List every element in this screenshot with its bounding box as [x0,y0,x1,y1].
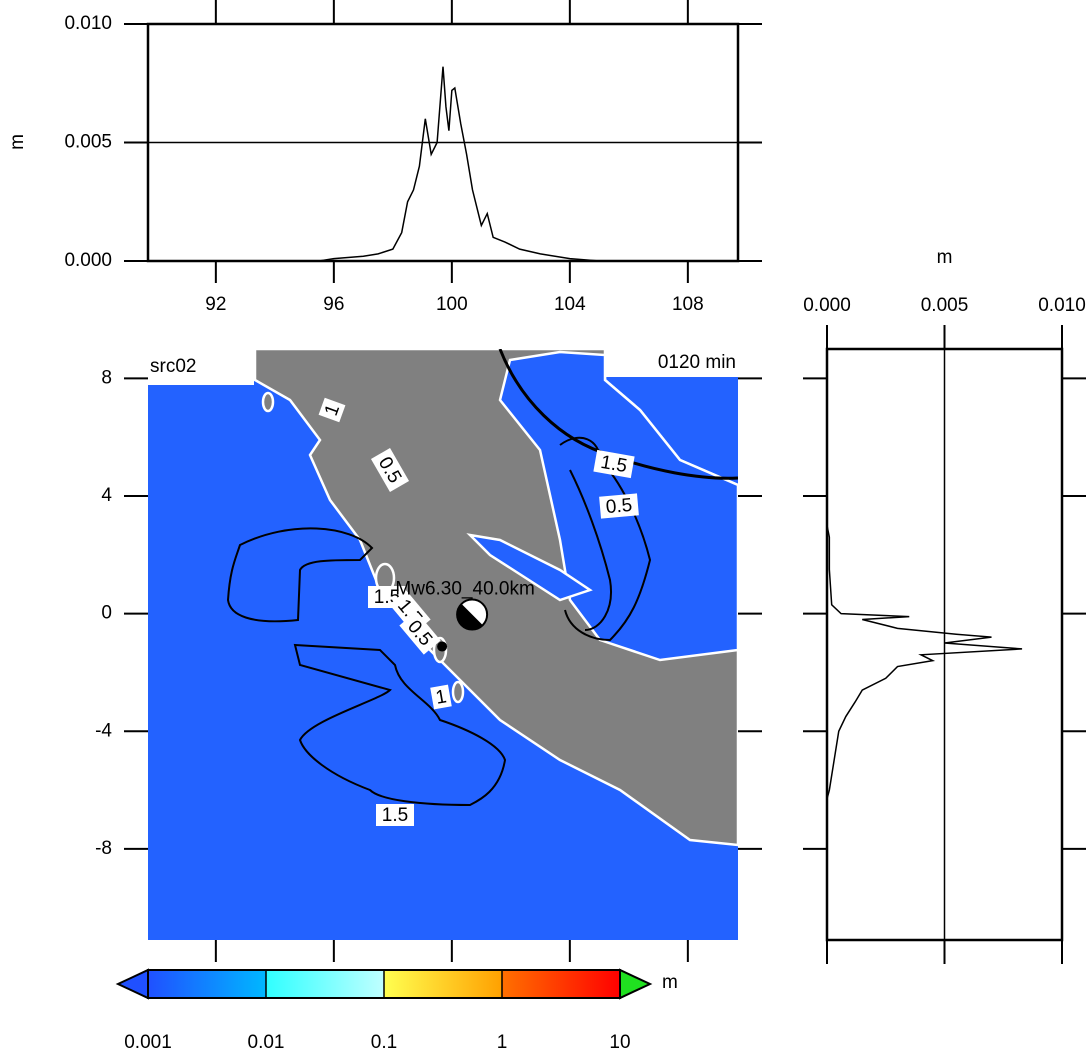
time-label: 0120 min [658,352,736,373]
x-tick-label: 0.000 [803,295,851,316]
beachball-quadrant [456,603,484,631]
y-tick-label: 0.010 [64,13,112,34]
contour-label-box [593,449,635,479]
island [261,391,275,413]
colorbar-under [115,968,149,1000]
contour-label-box [318,397,346,423]
colorbar-label: 1 [497,1032,508,1053]
x-axis-label: m [937,247,953,268]
contour-label-box [370,448,410,492]
colorbar-segment [266,970,385,998]
epicenter [437,641,448,652]
contour-label: 1.5 [599,452,629,477]
colorbar-label: 10 [609,1032,630,1053]
plot-frame [825,347,1064,942]
y-tick-label: 4 [101,485,112,506]
contour-label-box [399,611,441,655]
y-tick-label: 0.000 [64,250,112,271]
title-box [148,349,254,385]
contour [569,469,612,631]
x-tick-label: 108 [672,294,704,315]
strait [466,533,593,602]
plot-frame [146,22,740,263]
colorbar-unit: m [662,972,678,993]
island [451,680,465,704]
colorbar-segment [384,970,503,998]
x-tick-label: 0.005 [921,295,969,316]
colorbar-label: 0.001 [124,1032,172,1053]
x-tick-label: 96 [323,294,344,315]
colorbar-label: 0.1 [371,1032,397,1053]
contour-label-box [376,804,414,826]
contours [226,436,652,807]
colorbar-segment [148,970,267,998]
contour-label-box [430,684,452,710]
contour [293,643,507,807]
colorbar-segment [502,970,621,998]
time-box [605,349,738,377]
x-tick-label: 0.010 [1038,295,1086,316]
x-tick-label: 92 [205,294,226,315]
profile-line [826,349,1023,940]
profile-line [148,66,738,262]
contour [559,436,652,642]
map-title: src02 [150,356,196,377]
y-tick-label: -8 [95,838,112,859]
colorbar-label: 0.01 [248,1032,285,1053]
contour-label: 1 [434,686,448,709]
contour-label: 1.5 [382,805,408,826]
x-tick-label: 100 [436,294,468,315]
y-tick-label: 8 [101,367,112,388]
y-tick-label: 0 [101,603,112,624]
y-tick-label: -4 [95,720,112,741]
map: 10.5 1.50.51.51.50.511.5Mw6.30_40.0kmsrc0… [148,349,738,940]
y-axis-label: m [7,134,28,150]
contour-label: 0.5 [605,495,633,518]
x-tick-label: 104 [554,294,586,315]
epicenter-label: Mw6.30_40.0km [395,579,534,600]
colorbar-over [619,968,653,1000]
contour [226,527,374,623]
contour-label-box [599,493,639,519]
y-tick-label: 0.005 [64,132,112,153]
